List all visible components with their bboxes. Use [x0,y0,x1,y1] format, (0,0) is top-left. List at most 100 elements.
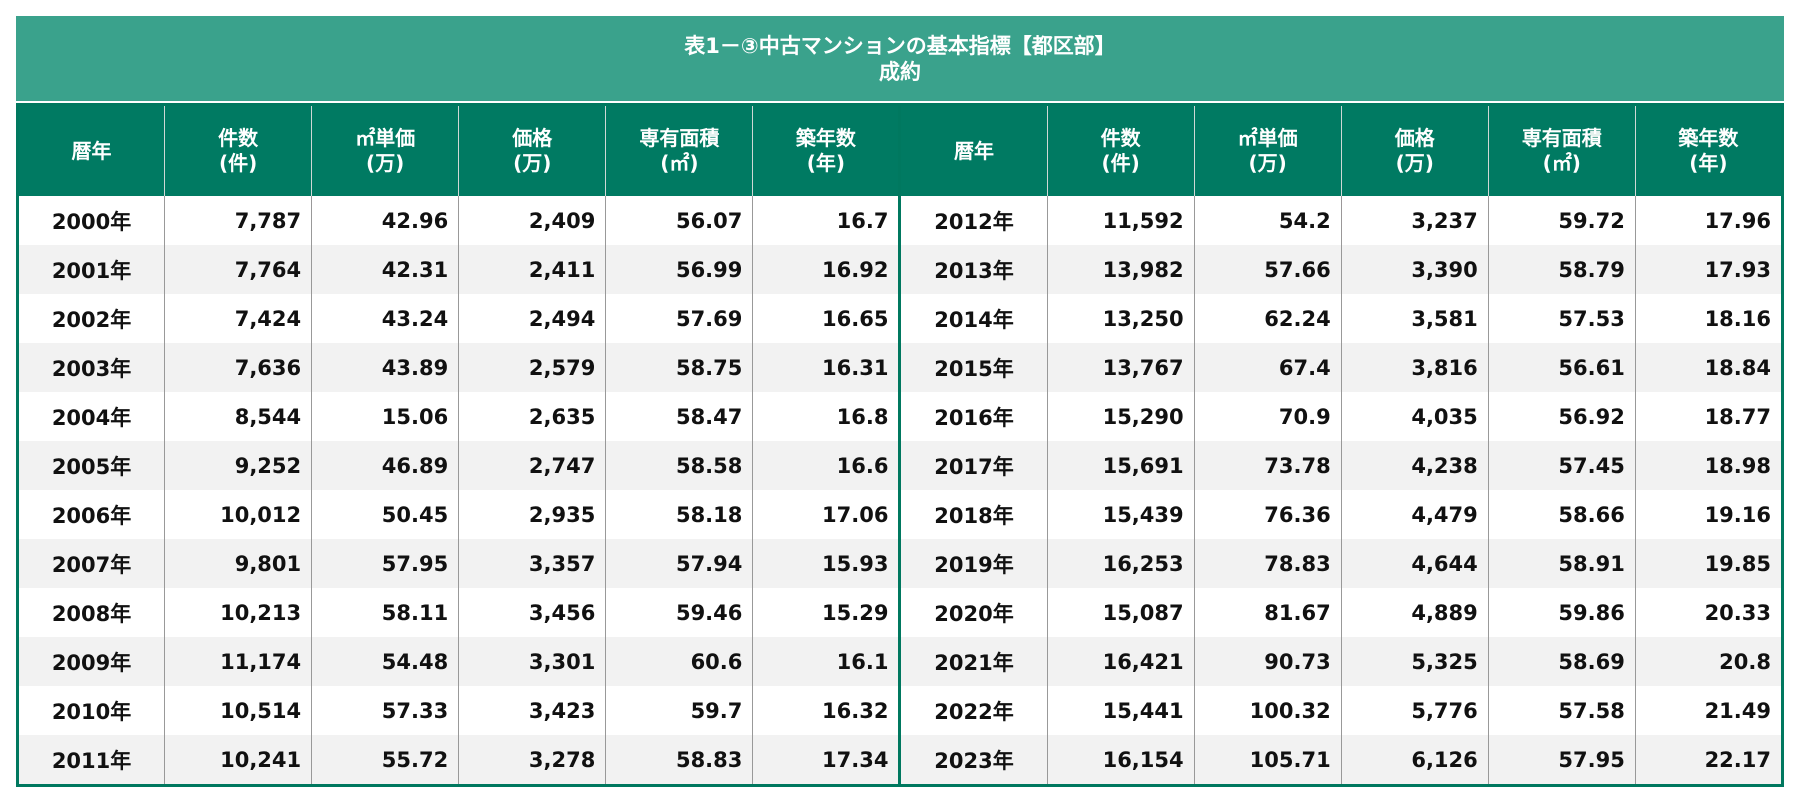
value-cell: 16.65 [752,294,901,343]
value-cell: 58.75 [605,343,754,392]
value-cell: 15,439 [1046,490,1195,539]
value-cell: 3,816 [1340,343,1489,392]
value-cell: 13,767 [1046,343,1195,392]
value-cell: 90.73 [1193,637,1342,686]
table-row: 2000年 7,787 42.96 2,409 56.07 16.7 2012年 11,592… [16,196,1784,245]
column-header-label: ㎡単価 [1237,126,1298,150]
year-cell: 2005年 [16,441,166,490]
value-cell: 7,636 [164,343,313,392]
column-header-unit: (㎡) [660,151,699,175]
value-cell: 15.06 [311,392,460,441]
year-cell: 2019年 [898,539,1048,588]
column-header-unit: (年) [806,151,846,175]
value-cell: 3,357 [458,539,607,588]
value-cell: 11,174 [164,637,313,686]
year-cell: 2022年 [898,686,1048,735]
year-cell: 2010年 [16,686,166,735]
column-header: 専有面積 (㎡) [1487,104,1636,196]
value-cell: 54.2 [1193,196,1342,245]
year-cell: 2008年 [16,588,166,637]
value-cell: 15.29 [752,588,901,637]
value-cell: 19.85 [1634,539,1784,588]
value-cell: 17.34 [752,735,901,786]
value-cell: 100.32 [1193,686,1342,735]
value-cell: 13,250 [1046,294,1195,343]
value-cell: 56.07 [605,196,754,245]
year-cell: 2018年 [898,490,1048,539]
value-cell: 78.83 [1193,539,1342,588]
year-cell: 2000年 [16,196,166,245]
value-cell: 2,579 [458,343,607,392]
column-header: 件数 (件) [164,104,313,196]
value-cell: 2,935 [458,490,607,539]
value-cell: 6,126 [1340,735,1489,786]
column-header-unit: (万) [366,151,405,175]
table-row: 2006年 10,012 50.45 2,935 58.18 17.06 2018年 15,4… [16,490,1784,539]
value-cell: 20.8 [1634,637,1784,686]
value-cell: 16,154 [1046,735,1195,786]
divider [16,101,1784,103]
value-cell: 4,035 [1340,392,1489,441]
column-header-label: 暦年 [954,138,994,163]
value-cell: 4,238 [1340,441,1489,490]
column-header: 件数 (件) [1046,104,1195,196]
column-header-label: 価格 [512,126,553,150]
value-cell: 58.11 [311,588,460,637]
column-header-unit: (年) [1689,151,1728,175]
value-cell: 10,213 [164,588,313,637]
value-cell: 58.91 [1487,539,1636,588]
value-cell: 9,252 [164,441,313,490]
value-cell: 57.66 [1193,245,1342,294]
value-cell: 59.86 [1487,588,1636,637]
value-cell: 3,581 [1340,294,1489,343]
year-cell: 2012年 [898,196,1048,245]
value-cell: 17.96 [1634,196,1784,245]
value-cell: 42.96 [311,196,460,245]
value-cell: 21.49 [1634,686,1784,735]
column-header-unit: (万) [513,151,552,175]
year-cell: 2011年 [16,735,166,786]
value-cell: 7,764 [164,245,313,294]
value-cell: 7,424 [164,294,313,343]
value-cell: 57.53 [1487,294,1636,343]
statistics-table: 暦年 件数 (件) ㎡単価 (万) 価格 (万) 専有面積 (㎡) 築年数 (年) 暦年 件数 (件) ㎡単… [16,103,1784,787]
table-row: 2010年 10,514 57.33 3,423 59.7 16.32 2022年 15,44… [16,686,1784,735]
column-header-label: 暦年 [71,138,112,163]
year-cell: 2001年 [16,245,166,294]
value-cell: 57.69 [605,294,754,343]
value-cell: 17.06 [752,490,901,539]
value-cell: 3,237 [1340,196,1489,245]
year-cell: 2006年 [16,490,166,539]
value-cell: 58.69 [1487,637,1636,686]
value-cell: 3,278 [458,735,607,786]
table-row: 2005年 9,252 46.89 2,747 58.58 16.6 2017年 15,691… [16,441,1784,490]
column-header-label: 専有面積 [1521,126,1602,150]
value-cell: 3,301 [458,637,607,686]
value-cell: 2,635 [458,392,607,441]
value-cell: 76.36 [1193,490,1342,539]
value-cell: 67.4 [1193,343,1342,392]
value-cell: 16.8 [752,392,901,441]
value-cell: 7,787 [164,196,313,245]
value-cell: 10,514 [164,686,313,735]
value-cell: 43.89 [311,343,460,392]
column-header-label: 専有面積 [639,126,720,150]
value-cell: 18.77 [1634,392,1784,441]
value-cell: 5,325 [1340,637,1489,686]
value-cell: 16,253 [1046,539,1195,588]
value-cell: 8,544 [164,392,313,441]
value-cell: 50.45 [311,490,460,539]
year-cell: 2007年 [16,539,166,588]
value-cell: 16.7 [752,196,901,245]
column-header-unit: (件) [1101,151,1140,175]
value-cell: 56.92 [1487,392,1636,441]
column-header-unit: (万) [1248,151,1287,175]
value-cell: 20.33 [1634,588,1784,637]
value-cell: 2,409 [458,196,607,245]
value-cell: 56.99 [605,245,754,294]
column-header: 築年数 (年) [1634,104,1784,196]
value-cell: 58.79 [1487,245,1636,294]
table-row: 2007年 9,801 57.95 3,357 57.94 15.93 2019年 16,25… [16,539,1784,588]
value-cell: 10,012 [164,490,313,539]
value-cell: 4,644 [1340,539,1489,588]
